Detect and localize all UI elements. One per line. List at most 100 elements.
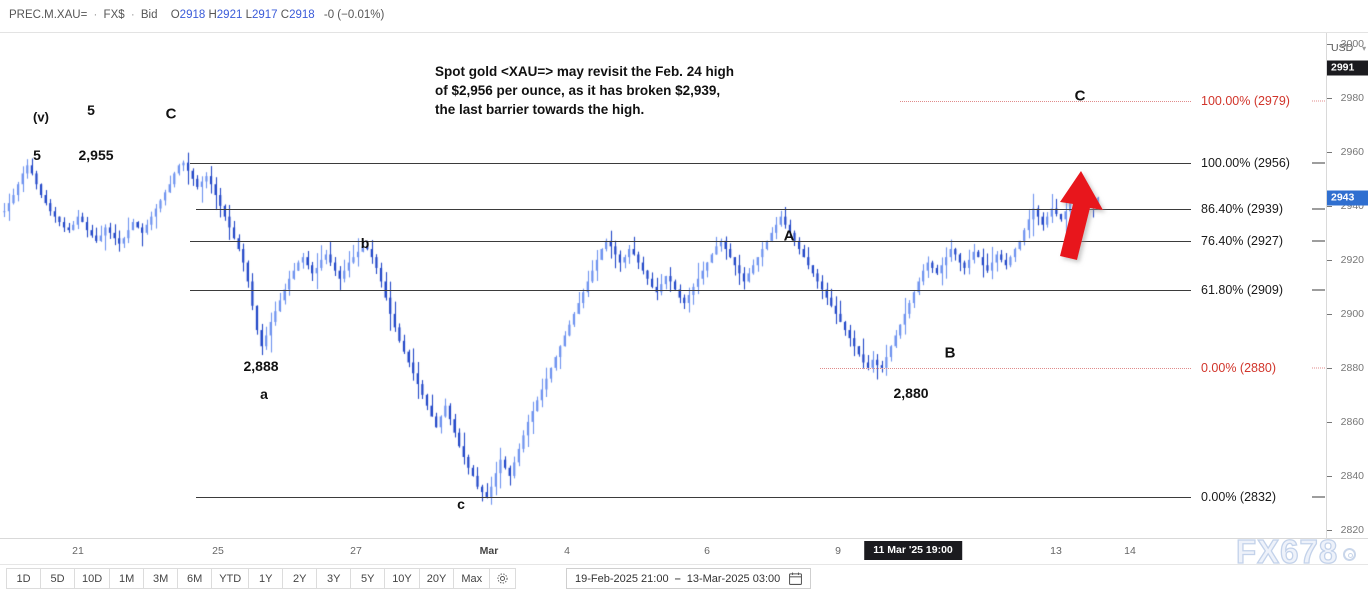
instrument-side: Bid [140, 9, 158, 21]
price-tick-2960: 2960 [1340, 145, 1364, 158]
price-change: -0 (−0.01%) [323, 9, 385, 21]
price-tickmark [1327, 43, 1332, 45]
time-tick-21: 21 [72, 545, 84, 557]
last-price-badge: 2991 [1327, 60, 1368, 76]
price-tick-2860: 2860 [1340, 415, 1364, 428]
watermark-ring-icon [1343, 548, 1356, 561]
fib-line-2832 [196, 497, 1191, 499]
bullish-arrow-annotation [1040, 163, 1110, 273]
wave-label-5-1: 5 [87, 102, 95, 118]
price-tickmark [1327, 205, 1332, 207]
bottom-toolbar: 1D 5D 10D 1M 3M 6M YTD 1Y 2Y 3Y 5Y 10Y 20Y Max 19-Feb… [0, 564, 1368, 592]
date-range-picker[interactable]: 19-Feb-2025 21:00 – 13-Mar-2025 03:00 [566, 568, 812, 589]
wave-label-2880-11: 2,880 [893, 385, 929, 401]
fib-tick-2927 [1312, 240, 1325, 242]
fib-line-2956 [190, 162, 1191, 164]
arrow-up-icon [1060, 171, 1103, 260]
wave-label-C-12: C [1074, 87, 1086, 105]
timeframe-button-ytd[interactable]: YTD [211, 568, 249, 589]
timeframe-button-20y[interactable]: 20Y [418, 568, 454, 589]
price-bars-canvas [0, 33, 1326, 538]
price-tickmark [1327, 259, 1332, 261]
timeframe-button-1m[interactable]: 1M [109, 568, 144, 589]
date-range-dash: – [674, 572, 681, 585]
timeframe-button-3y[interactable]: 3Y [316, 568, 351, 589]
wave-label-c-8: c [457, 496, 465, 512]
fib-line-2939 [196, 208, 1191, 210]
price-tickmark [1327, 529, 1332, 531]
price-tick-2980: 2980 [1340, 91, 1364, 104]
calendar-icon[interactable] [789, 572, 803, 585]
chart-plot-area[interactable]: 100.00% (2979) 100.00% (2956) 86.40% (2939… [0, 33, 1326, 538]
crosshair-price-badge: 2943 [1327, 190, 1368, 206]
instrument-venue: FX$ [103, 9, 125, 21]
timeframe-button-2y[interactable]: 2Y [282, 568, 317, 589]
time-tick-Mar: Mar [479, 545, 499, 557]
low-label: L [245, 9, 252, 21]
price-tickmark [1327, 97, 1332, 99]
chevron-down-icon: ▾ [1362, 44, 1367, 53]
fib-line-2979 [900, 100, 1191, 102]
currency-selector[interactable]: USD ▾ [1331, 42, 1366, 54]
timeframe-button-1d[interactable]: 1D [6, 568, 40, 589]
chart-header: PREC.M.XAU= · FX$ · Bid O2918 H2921 L291… [0, 0, 1368, 33]
date-range-from: 19-Feb-2025 21:00 [575, 572, 669, 585]
time-tick-25: 25 [212, 545, 224, 557]
timeframe-button-1y[interactable]: 1Y [248, 568, 283, 589]
callout-line-2: of $2,956 per ounce, as it has broken $2… [435, 83, 721, 99]
ohlc-readout: O2918 H2921 L2917 C2918 [171, 9, 315, 21]
fib-tick-2832 [1312, 496, 1325, 498]
fib-label-2832: 0.00% (2832) [1201, 490, 1277, 505]
low-value: 2917 [251, 9, 278, 21]
timeframe-button-10y[interactable]: 10Y [384, 568, 419, 589]
header-separator-1: · [93, 9, 98, 21]
time-tick-9: 9 [835, 545, 841, 557]
price-tick-2920: 2920 [1340, 253, 1364, 266]
close-label: C [280, 9, 290, 21]
fib-label-2927: 76.40% (2927) [1201, 233, 1284, 248]
timeframe-button-3m[interactable]: 3M [143, 568, 178, 589]
price-tickmark [1327, 151, 1332, 153]
timeframe-button-6m[interactable]: 6M [177, 568, 212, 589]
wave-label-A-9: A [783, 227, 795, 245]
price-axis[interactable]: USD▾ oz t▾ 30002980296029402920290028802… [1326, 33, 1368, 538]
fib-tick-2939 [1312, 208, 1325, 210]
timeframe-button-5d[interactable]: 5D [40, 568, 74, 589]
fib-line-2909 [190, 289, 1191, 291]
wave-label-2888-5: 2,888 [243, 358, 279, 374]
wave-label-v-0: (v) [33, 109, 49, 125]
time-tick-14: 14 [1124, 545, 1136, 557]
time-tick-13: 13 [1050, 545, 1062, 557]
fib-tick-2979 [1312, 100, 1325, 101]
price-tick-2820: 2820 [1340, 523, 1364, 536]
fib-line-2927 [190, 240, 1191, 242]
gear-icon[interactable] [489, 568, 517, 589]
crosshair-time-badge: 11 Mar '25 19:00 [864, 541, 962, 560]
fib-line-2880 [820, 367, 1191, 369]
fib-label-2939: 86.40% (2939) [1201, 201, 1284, 216]
currency-label: USD [1331, 42, 1354, 54]
price-tickmark [1327, 475, 1332, 477]
timeframe-button-10d[interactable]: 10D [74, 568, 110, 589]
wave-label-5-3: 5 [33, 147, 41, 163]
callout-line-3: the last barrier towards the high. [435, 102, 645, 118]
wave-label-a-6: a [260, 386, 268, 402]
fib-tick-2880 [1312, 367, 1325, 369]
chart-annotation-callout: Spot gold <XAU=> may revisit the Feb. 24… [435, 62, 835, 119]
instrument-summary: PREC.M.XAU= · FX$ · Bid O2918 H2921 L291… [9, 9, 384, 21]
timeframe-button-5y[interactable]: 5Y [350, 568, 385, 589]
instrument-symbol[interactable]: PREC.M.XAU= [9, 9, 88, 21]
open-value: 2918 [179, 9, 206, 21]
timeframe-button-group: 1D 5D 10D 1M 3M 6M YTD 1Y 2Y 3Y 5Y 10Y 20Y Max [6, 568, 517, 589]
wave-label-2955-4: 2,955 [78, 147, 114, 163]
fib-label-2909: 61.80% (2909) [1201, 282, 1284, 297]
time-axis[interactable]: 212527Mar469111314 11 Mar '25 19:00 [0, 538, 1368, 564]
time-tick-4: 4 [564, 545, 570, 557]
high-label: H [208, 9, 217, 21]
price-tick-2880: 2880 [1340, 361, 1364, 374]
price-tick-2840: 2840 [1340, 469, 1364, 482]
timeframe-button-max[interactable]: Max [453, 568, 490, 589]
fib-label-2956: 100.00% (2956) [1201, 155, 1290, 170]
wave-label-C-2: C [165, 105, 177, 123]
